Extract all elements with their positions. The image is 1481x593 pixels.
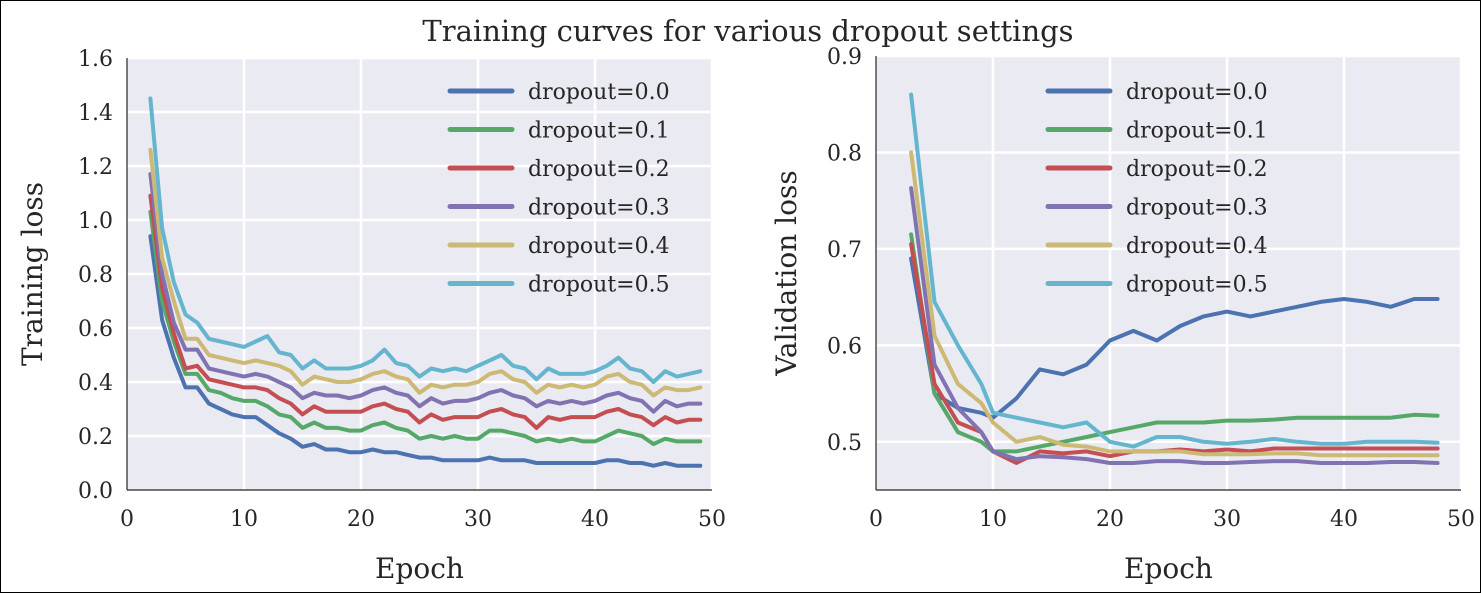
training-loss-x-axis-label: Epoch <box>375 552 464 585</box>
training-loss-y-tick-label: 1.4 <box>78 101 113 126</box>
training-loss-legend-label: dropout=0.5 <box>528 273 670 298</box>
training-loss-legend-label: dropout=0.1 <box>528 119 670 144</box>
validation-loss-series-line-dropout-0-5 <box>909 92 1440 449</box>
validation-loss-series-line-dropout-0-3 <box>909 186 1440 465</box>
training-loss-ticks: 0 10 20 30 40 50 0.0 0.2 0.4 0.6 0.8 1.0 1.2 1.4 1.6 <box>78 47 726 532</box>
validation-loss-legend-label: dropout=0.1 <box>1126 119 1268 144</box>
validation-loss-y-tick-label: 0.8 <box>827 141 862 166</box>
validation-loss-legend-label: dropout=0.5 <box>1126 273 1268 298</box>
validation-loss-x-tick-label: 50 <box>1447 507 1475 532</box>
validation-loss-lines <box>909 92 1440 465</box>
training-loss-series-line-dropout-0-2 <box>148 193 703 430</box>
validation-loss-legend-label: dropout=0.4 <box>1126 234 1268 259</box>
validation-loss-y-axis-label: Validation loss <box>770 170 803 376</box>
validation-loss-x-tick-label: 0 <box>869 507 883 532</box>
training-loss-legend-label: dropout=0.4 <box>528 234 670 259</box>
figure-title: Training curves for various dropout sett… <box>422 14 1073 48</box>
training-loss-lines <box>148 96 703 468</box>
validation-loss-legend: dropout=0.0 dropout=0.1 dropout=0.2 dropout… <box>1045 80 1268 298</box>
validation-loss-y-tick-label: 0.9 <box>827 45 862 70</box>
training-loss-y-tick-label: 0.6 <box>78 317 113 342</box>
validation-loss-series-line-dropout-0-4 <box>909 150 1440 458</box>
training-loss-x-tick-label: 10 <box>230 507 258 532</box>
training-loss-legend: dropout=0.0 dropout=0.1 dropout=0.2 dropout… <box>447 80 670 298</box>
training-loss-y-tick-label: 1.2 <box>78 155 113 180</box>
training-loss-y-tick-label: 1.0 <box>78 209 113 234</box>
training-loss-y-tick-label: 1.6 <box>78 47 113 72</box>
validation-loss-y-tick-label: 0.7 <box>827 238 862 263</box>
training-loss-x-tick-label: 50 <box>698 507 726 532</box>
validation-loss-axes <box>875 56 1461 491</box>
validation-loss-x-tick-label: 10 <box>979 507 1007 532</box>
training-loss-legend-label: dropout=0.3 <box>528 196 670 221</box>
training-loss-y-tick-label: 0.2 <box>78 425 113 450</box>
training-loss-y-tick-label: 0.0 <box>78 479 113 504</box>
validation-loss-y-tick-label: 0.6 <box>827 334 862 359</box>
validation-loss-panel: 0 10 20 30 40 50 0.5 0.6 0.7 0.8 0.9 Epoch Validat… <box>770 45 1475 585</box>
validation-loss-x-tick-label: 40 <box>1330 507 1358 532</box>
training-loss-y-axis-label: Training loss <box>16 182 49 366</box>
training-loss-series-line-dropout-0-3 <box>148 172 703 414</box>
validation-loss-x-tick-label: 20 <box>1096 507 1124 532</box>
validation-loss-x-axis-label: Epoch <box>1124 552 1213 585</box>
validation-loss-y-tick-label: 0.5 <box>827 431 862 456</box>
training-loss-x-tick-label: 40 <box>581 507 609 532</box>
training-loss-legend-label: dropout=0.0 <box>528 80 670 105</box>
validation-loss-grid <box>876 54 1463 490</box>
training-loss-series-line-dropout-0-5 <box>148 96 703 384</box>
training-loss-y-tick-label: 0.4 <box>78 371 113 396</box>
validation-loss-x-tick-label: 30 <box>1213 507 1241 532</box>
validation-loss-legend-label: dropout=0.0 <box>1126 80 1268 105</box>
training-loss-x-tick-label: 20 <box>347 507 375 532</box>
training-loss-series-line-dropout-0-1 <box>148 209 703 447</box>
validation-loss-legend-label: dropout=0.2 <box>1126 157 1268 182</box>
validation-loss-ticks: 0 10 20 30 40 50 0.5 0.6 0.7 0.8 0.9 <box>827 45 1475 532</box>
training-loss-series-line-dropout-0-4 <box>148 147 703 398</box>
training-loss-legend-label: dropout=0.2 <box>528 157 670 182</box>
training-loss-x-tick-label: 30 <box>464 507 492 532</box>
training-loss-axes <box>126 58 712 491</box>
training-loss-panel: 0 10 20 30 40 50 0.0 0.2 0.4 0.6 0.8 1.0 1.2 1.4 1.6 E… <box>16 47 726 585</box>
training-loss-y-tick-label: 0.8 <box>78 263 113 288</box>
training-loss-series-line-dropout-0-0 <box>148 234 703 468</box>
training-loss-x-tick-label: 0 <box>120 507 134 532</box>
validation-loss-legend-label: dropout=0.3 <box>1126 196 1268 221</box>
